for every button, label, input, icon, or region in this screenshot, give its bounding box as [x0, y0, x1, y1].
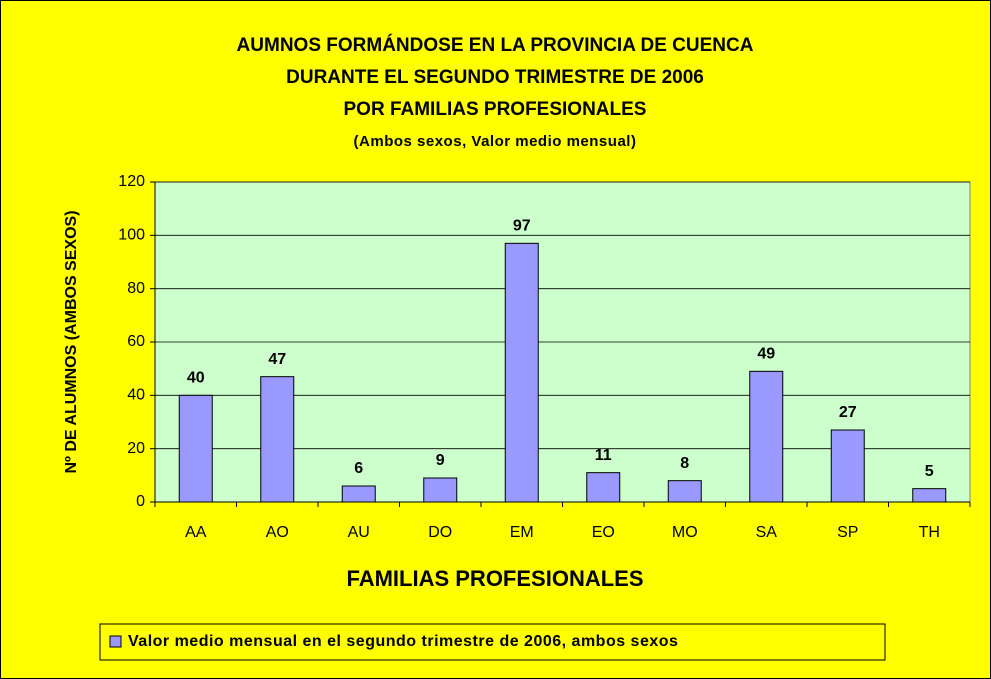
bar [667, 480, 702, 503]
chart-subtitle: (Ambos sexos, Valor medio mensual) [354, 133, 637, 150]
x-tick-label: EO [592, 524, 615, 541]
x-tick-label: MO [672, 524, 698, 541]
x-tick-label: SP [837, 524, 858, 541]
y-tick-label: 20 [127, 440, 145, 457]
chart-title: AUMNOS FORMÁNDOSE EN LA PROVINCIA DE CUE… [237, 34, 754, 56]
legend-swatch [109, 635, 122, 648]
data-label: 49 [757, 346, 775, 363]
bar [260, 376, 295, 503]
data-label: 97 [513, 218, 531, 235]
y-axis-title: Nº DE ALUMNOS (AMBOS SEXOS) [63, 210, 80, 473]
bar [423, 477, 458, 503]
x-tick-label: AA [185, 524, 207, 541]
bar [504, 242, 539, 503]
legend-box [99, 623, 886, 661]
y-tick-label: 60 [127, 333, 145, 350]
data-label: 5 [925, 463, 934, 480]
data-label: 11 [595, 447, 612, 464]
x-tick-label: DO [428, 524, 452, 541]
y-tick-label: 40 [127, 387, 145, 404]
x-tick-label: EM [510, 524, 534, 541]
bar [178, 394, 213, 503]
bar [912, 488, 947, 503]
x-tick-label: SA [756, 524, 778, 541]
x-tick-label: AU [348, 524, 370, 541]
chart-title: POR FAMILIAS PROFESIONALES [344, 99, 647, 120]
x-tick-label: AO [266, 524, 289, 541]
chart-title: DURANTE EL SEGUNDO TRIMESTRE DE 2006 [286, 67, 704, 88]
data-label: 9 [436, 452, 445, 469]
y-tick-label: 80 [127, 280, 145, 297]
bar [341, 485, 376, 503]
y-tick-label: 100 [118, 227, 145, 244]
bar [749, 370, 784, 503]
data-label: 27 [839, 404, 857, 421]
bar [830, 429, 865, 503]
bar [586, 472, 621, 503]
x-tick-label: TH [919, 524, 940, 541]
data-label: 47 [268, 351, 286, 368]
legend-label: Valor medio mensual en el segundo trimes… [128, 633, 678, 650]
x-axis-title: FAMILIAS PROFESIONALES [346, 566, 643, 591]
data-label: 6 [354, 460, 363, 477]
data-label: 8 [680, 455, 689, 472]
y-tick-label: 120 [118, 173, 145, 190]
y-tick-label: 0 [136, 493, 145, 510]
data-label: 40 [187, 370, 205, 387]
